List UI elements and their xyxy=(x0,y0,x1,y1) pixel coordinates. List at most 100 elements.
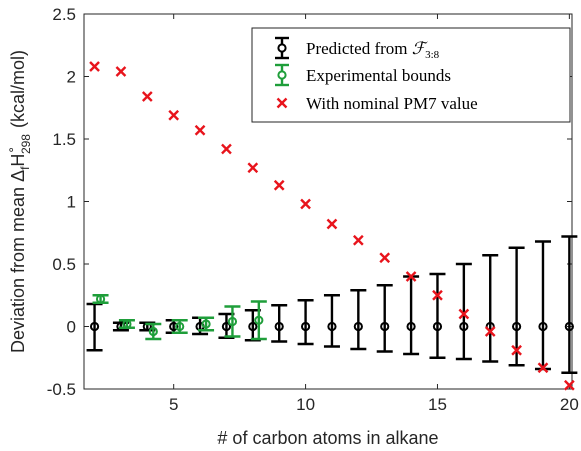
data-point xyxy=(254,315,264,325)
data-point xyxy=(405,271,417,282)
y-tick-label: 0 xyxy=(67,318,76,337)
data-point xyxy=(248,321,258,332)
data-point xyxy=(327,321,337,332)
legend-label-math: ℱ xyxy=(412,39,429,58)
cross-stroke xyxy=(432,289,443,301)
x-tick-label: 20 xyxy=(560,395,579,414)
cross-stroke xyxy=(537,362,549,374)
x-axis-label: # of carbon atoms in alkane xyxy=(217,428,438,448)
data-point xyxy=(538,321,548,332)
series-experimental xyxy=(92,294,267,341)
cross-stroke xyxy=(194,124,206,136)
legend-marker-predicted xyxy=(275,36,289,60)
data-point xyxy=(512,321,522,332)
cross-stroke xyxy=(405,271,417,282)
data-point xyxy=(148,326,158,337)
cross-stroke xyxy=(352,234,364,246)
data-point xyxy=(168,109,180,121)
legend-marker-experimental xyxy=(275,63,289,87)
data-point xyxy=(352,234,364,246)
y-tick-label: 2 xyxy=(67,68,76,87)
data-point xyxy=(141,91,153,102)
data-point xyxy=(537,362,549,374)
series-predicted xyxy=(86,235,578,374)
y-label-sub2: 298 xyxy=(19,134,33,154)
data-point xyxy=(122,319,132,329)
legend-marker xyxy=(277,70,287,80)
cross-stroke xyxy=(221,143,232,155)
y-tick-label: 2.5 xyxy=(52,5,76,24)
legend-marker-pm7 xyxy=(276,97,288,109)
cross-stroke xyxy=(273,179,285,191)
cross-stroke xyxy=(247,162,259,174)
series-layer xyxy=(86,61,578,391)
data-point xyxy=(247,162,259,174)
y-tick-label: -0.5 xyxy=(47,380,76,399)
plot-area: 5 10 15 20 -0.5 0 0.5 1 1.5 2 2.5 xyxy=(47,5,579,414)
data-point xyxy=(89,61,100,72)
data-point xyxy=(201,319,211,329)
y-tick-label: 1.5 xyxy=(52,130,76,149)
data-point xyxy=(300,321,311,332)
data-point xyxy=(459,321,469,332)
data-point xyxy=(273,179,285,191)
series-pm7 xyxy=(89,61,575,391)
cross-stroke xyxy=(300,198,311,210)
legend-marker xyxy=(277,43,287,53)
cross-stroke xyxy=(326,218,338,230)
y-label-main: H xyxy=(8,154,28,167)
data-point xyxy=(379,252,391,264)
cross-stroke xyxy=(89,61,100,72)
data-point xyxy=(194,124,206,136)
x-tick-label: 5 xyxy=(169,395,178,414)
y-label-sup: ∘ xyxy=(4,146,18,154)
cross-stroke xyxy=(458,308,470,320)
data-point xyxy=(175,321,185,332)
data-point xyxy=(564,321,574,332)
data-point xyxy=(95,294,106,304)
data-point xyxy=(432,289,443,301)
legend-label-sub: 3:8 xyxy=(425,49,440,61)
cross-stroke xyxy=(379,252,391,264)
x-tick-label: 15 xyxy=(428,395,447,414)
data-point xyxy=(353,321,363,332)
data-point xyxy=(274,321,284,332)
cross-stroke xyxy=(564,379,575,391)
legend-label-text: Predicted from xyxy=(306,39,412,58)
cross-stroke xyxy=(276,97,288,109)
data-point xyxy=(227,316,238,327)
data-point xyxy=(380,321,390,332)
data-point xyxy=(406,321,416,332)
legend: Predicted from ℱ3:8 Experimental bounds Wi… xyxy=(251,27,571,123)
data-point xyxy=(221,321,232,332)
legend-box xyxy=(251,27,571,123)
data-point xyxy=(300,198,311,210)
legend-label-experimental: Experimental bounds xyxy=(306,66,451,85)
y-label-prefix: Deviation from mean Δ xyxy=(8,170,28,353)
data-point xyxy=(221,143,232,155)
data-point xyxy=(432,321,443,332)
cross-stroke xyxy=(141,91,153,102)
y-axis: -0.5 0 0.5 1 1.5 2 2.5 xyxy=(47,5,572,399)
data-point xyxy=(169,321,179,332)
data-point xyxy=(511,344,522,356)
data-point xyxy=(484,326,496,337)
x-tick-label: 10 xyxy=(296,395,315,414)
y-label-suffix: (kcal/mol) xyxy=(8,50,28,128)
y-axis-label: Deviation from mean ΔfH∘298 (kcal/mol) xyxy=(4,50,33,353)
x-axis: 5 10 15 20 xyxy=(169,14,579,414)
legend-label-pm7: With nominal PM7 value xyxy=(306,94,478,113)
cross-stroke xyxy=(115,66,127,77)
data-point xyxy=(326,218,338,230)
cross-stroke xyxy=(511,344,522,356)
data-point xyxy=(458,308,470,320)
y-label-sub1: f xyxy=(18,166,32,170)
cross-stroke xyxy=(168,109,180,121)
y-tick-label: 1 xyxy=(67,193,76,212)
data-point xyxy=(564,379,575,391)
data-point xyxy=(115,66,127,77)
y-tick-label: 0.5 xyxy=(52,255,76,274)
legend-label-predicted: Predicted from ℱ3:8 xyxy=(306,39,440,61)
data-point xyxy=(89,321,100,332)
